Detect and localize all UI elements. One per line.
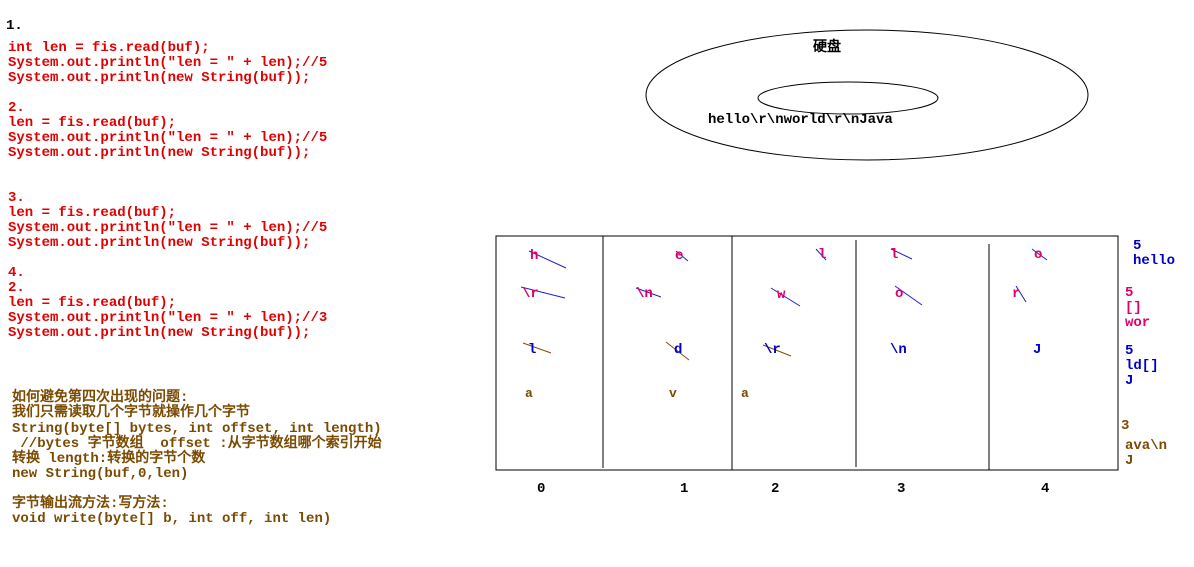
notes-line5: 转换 length:转换的字节个数: [12, 451, 206, 467]
buffer-cell: \r: [522, 286, 539, 302]
step4-sub-number: 2.: [8, 280, 25, 296]
step4-line2: System.out.println("len = " + len);//3: [8, 310, 328, 326]
disk-content: hello\r\nworld\r\nJava: [708, 112, 893, 128]
strike-mark: [1015, 285, 1027, 303]
step3-line3: System.out.println(new String(buf));: [8, 235, 311, 251]
result-text-3a: ld[]: [1125, 358, 1159, 374]
buffer-cell: w: [777, 287, 786, 303]
buffer-index: 2: [771, 481, 780, 497]
buffer-cell: a: [741, 386, 749, 401]
strike-mark: [890, 248, 913, 260]
step3-number: 3.: [8, 190, 25, 206]
notes-line1: 如何避免第四次出现的问题:: [12, 390, 189, 406]
buffer-cell: l: [890, 247, 899, 263]
strike-mark: [770, 287, 801, 307]
buffer-cell: l: [528, 342, 537, 358]
step1-number: 1.: [6, 18, 23, 34]
step1-line2: System.out.println("len = " + len);//5: [8, 55, 328, 71]
buffer-index: 4: [1041, 481, 1050, 497]
notes-line8: 字节输出流方法:写方法:: [12, 496, 169, 512]
strike-mark: [894, 285, 923, 306]
step4-line3: System.out.println(new String(buf));: [8, 325, 311, 341]
buffer-cell: e: [675, 248, 684, 264]
strike-mark: [665, 341, 690, 361]
disk-label: 硬盘: [813, 40, 841, 56]
step2-line2: System.out.println("len = " + len);//5: [8, 130, 328, 146]
result-text-4b: J: [1125, 453, 1134, 469]
result-text-1: hello: [1133, 253, 1176, 269]
result-len-2: 5: [1125, 285, 1134, 301]
result-text-2a: []: [1125, 300, 1142, 316]
step2-line3: System.out.println(new String(buf));: [8, 145, 311, 161]
step4-number: 4.: [8, 265, 25, 281]
result-len-4: 3: [1121, 418, 1130, 434]
strike-mark: [520, 286, 566, 299]
buffer-cell: J: [1033, 342, 1042, 358]
notes-line4: //bytes 字节数组 offset :从字节数组哪个索引开始: [12, 436, 382, 452]
step1-line3: System.out.println(new String(buf));: [8, 70, 311, 86]
buffer-cell: h: [530, 248, 539, 264]
buffer-cell: \n: [636, 286, 653, 302]
step3-line1: len = fis.read(buf);: [8, 205, 177, 221]
step1-line1: int len = fis.read(buf);: [8, 40, 210, 56]
result-text-2b: wor: [1125, 315, 1151, 331]
notes-line6: new String(buf,0,len): [12, 466, 189, 482]
result-text-3b: J: [1125, 373, 1134, 389]
buffer-cell: \r: [764, 342, 781, 358]
step2-line1: len = fis.read(buf);: [8, 115, 177, 131]
step3-line2: System.out.println("len = " + len);//5: [8, 220, 328, 236]
step4-line1: len = fis.read(buf);: [8, 295, 177, 311]
strike-mark: [522, 342, 552, 354]
step2-number: 2.: [8, 100, 25, 116]
disk-outer-ellipse: [645, 29, 1089, 161]
notes-line2: 我们只需读取几个字节就操作几个字节: [12, 405, 250, 421]
buffer-index: 3: [897, 481, 906, 497]
result-text-4a: ava\n: [1125, 438, 1168, 454]
result-len-3: 5: [1125, 343, 1134, 359]
notes-line3: String(byte[] bytes, int offset, int len…: [12, 421, 382, 437]
buffer-cell: r: [1012, 286, 1021, 302]
strike-mark: [815, 248, 827, 261]
strike-mark: [675, 250, 689, 262]
buffer-cell: o: [895, 286, 904, 302]
buffer-index: 0: [537, 481, 546, 497]
strike-mark: [1031, 248, 1048, 261]
strike-mark: [762, 344, 792, 357]
result-len-1: 5: [1133, 238, 1142, 254]
buffer-cell: v: [669, 386, 677, 401]
notes-line9: void write(byte[] b, int off, int len): [12, 511, 332, 527]
strike-mark: [528, 250, 567, 269]
buffer-cell: d: [674, 342, 683, 358]
strike-mark: [635, 287, 662, 298]
buffer-box: [495, 235, 1119, 471]
buffer-cell: a: [525, 386, 533, 401]
buffer-cell: \n: [890, 342, 907, 358]
buffer-index: 1: [680, 481, 689, 497]
disk-inner-ellipse: [757, 81, 939, 115]
buffer-cell: o: [1034, 247, 1043, 263]
buffer-cell: l: [818, 247, 827, 263]
